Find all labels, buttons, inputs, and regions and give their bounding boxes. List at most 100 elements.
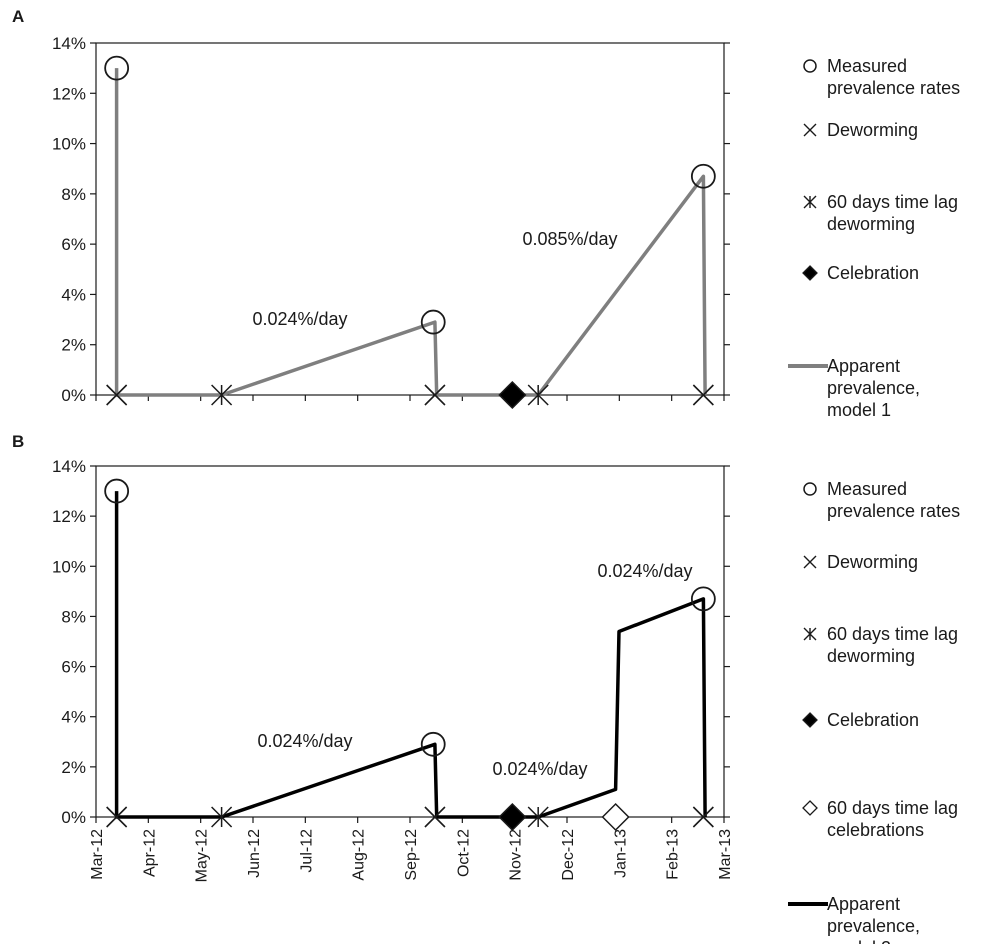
plot-frame xyxy=(95,465,725,818)
legend-item: Deworming xyxy=(803,552,918,572)
y-tick-label: 0% xyxy=(61,808,86,827)
series-line xyxy=(114,68,707,397)
legend-marker-diamond-open xyxy=(802,800,818,816)
legend-marker-circle xyxy=(803,482,817,496)
legend-label: Apparent xyxy=(827,894,900,914)
x-tick-label: Feb-13 xyxy=(665,829,682,880)
y-tick-label: 4% xyxy=(61,285,86,304)
plot-frame xyxy=(95,42,725,396)
x-tick-label: Nov-12 xyxy=(508,829,525,881)
y-tick-label: 6% xyxy=(61,235,86,254)
x-tick-label: Jan-13 xyxy=(612,829,629,878)
y-tick-label: 10% xyxy=(52,135,86,154)
legend-label: deworming xyxy=(827,214,915,234)
legend-item: Celebration xyxy=(802,263,919,283)
y-tick-label: 10% xyxy=(52,557,86,576)
rate-annotation: 0.024%/day xyxy=(492,759,587,779)
marker-asterisk xyxy=(211,806,233,828)
legend-label: prevalence rates xyxy=(827,78,960,98)
y-tick-label: 14% xyxy=(52,34,86,53)
legend-label: celebrations xyxy=(827,820,924,840)
y-tick-label: 0% xyxy=(61,386,86,405)
x-tick-label: Mar-12 xyxy=(89,829,106,880)
legend-marker-x xyxy=(803,555,817,569)
legend-label: Deworming xyxy=(827,552,918,572)
y-tick-label: 12% xyxy=(52,507,86,526)
legend-label: Measured xyxy=(827,56,907,76)
legend-label: prevalence, xyxy=(827,916,920,936)
marker-x xyxy=(106,806,128,828)
legend-label: model 1 xyxy=(827,400,891,420)
x-tick-label: Aug-12 xyxy=(351,829,368,881)
x-tick-label: May-12 xyxy=(194,829,211,882)
marker-circle xyxy=(420,309,446,335)
legend-marker-diamond-filled xyxy=(802,265,818,281)
marker-circle xyxy=(690,163,716,189)
legend-label: Celebration xyxy=(827,710,919,730)
legend-label: deworming xyxy=(827,646,915,666)
rate-annotation: 0.085%/day xyxy=(522,229,617,249)
legend-label: 60 days time lag xyxy=(827,192,958,212)
marker-asterisk xyxy=(211,384,233,406)
y-tick-label: 2% xyxy=(61,336,86,355)
marker-circle xyxy=(104,55,130,81)
marker-diamond-filled xyxy=(498,380,527,410)
marker-x xyxy=(424,384,446,406)
y-tick-label: 8% xyxy=(61,607,86,626)
legend-label: Measured xyxy=(827,479,907,499)
legend-label: Apparent xyxy=(827,356,900,376)
legend-marker-asterisk xyxy=(803,195,817,209)
legend-marker-circle xyxy=(803,59,817,73)
x-tick-label: Oct-12 xyxy=(455,829,472,877)
legend-label: 60 days time lag xyxy=(827,624,958,644)
legend-label: Celebration xyxy=(827,263,919,283)
marker-circle xyxy=(420,731,446,757)
x-tick-label: Dec-12 xyxy=(560,829,577,881)
y-tick-label: 14% xyxy=(52,457,86,476)
marker-x xyxy=(424,806,446,828)
x-tick-label: Mar-13 xyxy=(717,829,734,880)
marker-asterisk xyxy=(527,806,549,828)
y-tick-label: 4% xyxy=(61,708,86,727)
legend-label: 60 days time lag xyxy=(827,798,958,818)
rate-annotation: 0.024%/day xyxy=(252,309,347,329)
panel-label: A xyxy=(12,7,24,26)
legend-item: Deworming xyxy=(803,120,918,140)
x-tick-label: Apr-12 xyxy=(141,829,158,877)
y-tick-label: 6% xyxy=(61,658,86,677)
panel-label: B xyxy=(12,432,24,451)
legend-item: Celebration xyxy=(802,710,919,730)
marker-circle xyxy=(690,586,716,612)
x-tick-label: Jul-12 xyxy=(298,829,315,873)
chart-panel-b: B 0% 2% 4% 6% 8% 10% 12% 14% Mar-12 Apr-12 May-12 Ju… xyxy=(12,432,960,944)
y-tick-label: 8% xyxy=(61,185,86,204)
marker-x xyxy=(692,384,714,406)
marker-diamond-open xyxy=(601,802,630,832)
legend-marker-diamond-filled xyxy=(802,712,818,728)
marker-x xyxy=(692,806,714,828)
legend-label: prevalence, xyxy=(827,378,920,398)
legend-marker-x xyxy=(803,123,817,137)
marker-circle xyxy=(104,478,130,504)
y-tick-label: 2% xyxy=(61,758,86,777)
x-tick-label: Sep-12 xyxy=(403,829,420,881)
series-line xyxy=(114,491,707,819)
legend-label: Deworming xyxy=(827,120,918,140)
rate-annotation: 0.024%/day xyxy=(597,561,692,581)
y-tick-label: 12% xyxy=(52,84,86,103)
legend-label: prevalence rates xyxy=(827,501,960,521)
rate-annotation: 0.024%/day xyxy=(257,731,352,751)
marker-diamond-filled xyxy=(498,802,527,832)
legend-marker-asterisk xyxy=(803,627,817,641)
marker-x xyxy=(106,384,128,406)
